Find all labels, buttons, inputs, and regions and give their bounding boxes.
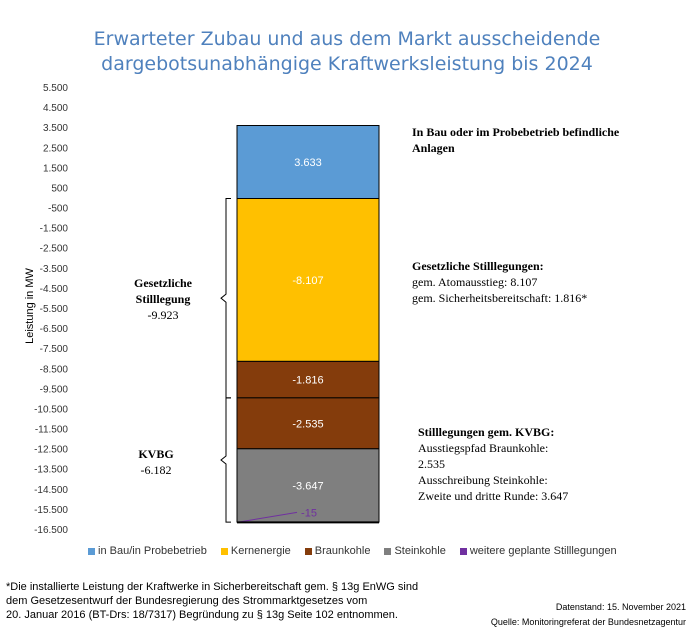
legend-label-bau: in Bau/in Probebetrieb bbox=[98, 545, 207, 557]
footnote: *Die installierte Leistung der Kraftwerk… bbox=[6, 580, 446, 622]
legend-item-braun: Braunkohle bbox=[304, 545, 371, 557]
group-gesetz-value: -9.923 bbox=[147, 308, 179, 322]
annotation-kvbg-head: Stilllegungen gem. KVBG: bbox=[418, 425, 555, 439]
y-tick-label: 3.500 bbox=[43, 123, 68, 134]
data-label: -3.647 bbox=[292, 480, 323, 492]
bar-segment-1 bbox=[236, 198, 380, 362]
group-gesetz-label: Gesetzliche Stilllegung -9.923 bbox=[118, 275, 208, 323]
legend-swatch-bau bbox=[88, 547, 95, 555]
group-kvbg-line1: KVBG bbox=[138, 447, 174, 461]
y-tick-label: -9.500 bbox=[40, 384, 69, 395]
legend-label-weitere: weitere geplante Stilllegungen bbox=[469, 545, 617, 557]
y-tick-label: 500 bbox=[51, 183, 68, 194]
annotation-kvbg: Stilllegungen gem. KVBG: Ausstiegspfad B… bbox=[418, 424, 568, 504]
legend-label-kern: Kernenergie bbox=[230, 545, 291, 557]
chart-title-line2: dargebotsunabhängige Kraftwerksleistung … bbox=[101, 53, 593, 75]
annotation-kvbg-line4: Zweite und dritte Runde: 3.647 bbox=[418, 489, 569, 503]
y-tick-label: -14.500 bbox=[34, 485, 68, 496]
legend-label-braun: Braunkohle bbox=[314, 545, 371, 557]
y-tick-label: -16.500 bbox=[34, 525, 68, 536]
footnote-line3: 20. Januar 2016 (BT-Drs: 18/7317) Begrün… bbox=[6, 609, 398, 621]
data-label: -1.816 bbox=[292, 375, 323, 387]
y-tick-label: -8.500 bbox=[40, 364, 69, 375]
legend-swatch-kern bbox=[220, 547, 228, 555]
y-tick-label: -4.500 bbox=[40, 284, 69, 295]
y-tick-label: -1.500 bbox=[40, 224, 69, 235]
y-tick-label: -500 bbox=[48, 204, 68, 215]
y-tick-label: -12.500 bbox=[34, 445, 68, 456]
bar-segment-weitere bbox=[236, 511, 298, 523]
y-tick-label: 5.500 bbox=[43, 83, 68, 94]
legend: in Bau/in Probebetrieb Kernenergie Braun… bbox=[88, 545, 631, 557]
annotation-bau-line1: In Bau oder im Probebetrieb befindliche bbox=[412, 125, 620, 139]
y-tick-label: -3.500 bbox=[40, 264, 69, 275]
annotation-gesetz-line1: gem. Atomausstieg: 8.107 bbox=[412, 275, 538, 289]
legend-item-bau: in Bau/in Probebetrieb bbox=[88, 545, 207, 557]
footnote-line2: dem Gesetzesentwurf der Bundesregierung … bbox=[6, 595, 368, 607]
brace-gesetzlich bbox=[220, 198, 231, 399]
y-tick-label: -10.500 bbox=[34, 404, 68, 415]
chart-title-line1: Erwarteter Zubau und aus dem Markt aussc… bbox=[93, 28, 601, 50]
data-label: -8.107 bbox=[292, 275, 323, 287]
bar-segment-2 bbox=[236, 360, 380, 399]
annotation-kvbg-line2: 2.535 bbox=[418, 457, 445, 471]
source: Quelle: Monitoringreferat der Bundesnetz… bbox=[490, 617, 686, 627]
bar-segment-4 bbox=[236, 448, 380, 523]
y-tick-label: -15.500 bbox=[34, 505, 68, 516]
bar-segment-0 bbox=[236, 125, 380, 199]
y-tick-label: -11.500 bbox=[35, 425, 69, 436]
legend-swatch-weitere bbox=[459, 547, 467, 555]
y-tick-label: 2.500 bbox=[43, 143, 68, 154]
group-gesetz-line1: Gesetzliche bbox=[134, 276, 192, 290]
group-kvbg-value: -6.182 bbox=[140, 463, 172, 477]
datenstand: Datenstand: 15. November 2021 bbox=[555, 602, 686, 612]
group-gesetz-line2: Stilllegung bbox=[135, 292, 191, 306]
y-tick-label: -6.500 bbox=[40, 324, 69, 335]
bar-segment-3 bbox=[236, 397, 380, 450]
legend-item-weitere: weitere geplante Stilllegungen bbox=[459, 545, 617, 557]
brace-kvbg bbox=[220, 397, 231, 523]
footnote-line1: *Die installierte Leistung der Kraftwerk… bbox=[6, 581, 419, 593]
data-label: -2.535 bbox=[292, 418, 323, 430]
annotation-bau-line2: Anlagen bbox=[412, 141, 455, 155]
annotation-kvbg-line3: Ausschreibung Steinkohle: bbox=[418, 473, 548, 487]
data-label: -15 bbox=[301, 507, 317, 519]
legend-item-stein: Steinkohle bbox=[384, 545, 446, 557]
annotation-gesetz: Gesetzliche Stilllegungen: gem. Atomauss… bbox=[412, 258, 587, 306]
legend-swatch-braun bbox=[304, 547, 312, 555]
y-tick-label: 1.500 bbox=[43, 163, 68, 174]
annotation-bau: In Bau oder im Probebetrieb befindliche … bbox=[412, 124, 619, 156]
group-kvbg-label: KVBG -6.182 bbox=[118, 446, 194, 478]
y-tick-label: -7.500 bbox=[40, 344, 69, 355]
annotation-gesetz-head: Gesetzliche Stilllegungen: bbox=[412, 259, 544, 273]
legend-swatch-stein bbox=[384, 547, 392, 555]
legend-label-stein: Steinkohle bbox=[394, 545, 446, 557]
y-tick-label: -13.500 bbox=[34, 465, 68, 476]
y-tick-label: 4.500 bbox=[43, 103, 68, 114]
annotation-gesetz-line2: gem. Sicherheitsbereitschaft: 1.816* bbox=[412, 291, 588, 305]
annotation-kvbg-line1: Ausstiegspfad Braunkohle: bbox=[418, 441, 549, 455]
legend-item-kern: Kernenergie bbox=[220, 545, 291, 557]
y-tick-label: -5.500 bbox=[40, 304, 69, 315]
y-tick-label: -2.500 bbox=[40, 244, 69, 255]
data-label: 3.633 bbox=[294, 157, 322, 169]
